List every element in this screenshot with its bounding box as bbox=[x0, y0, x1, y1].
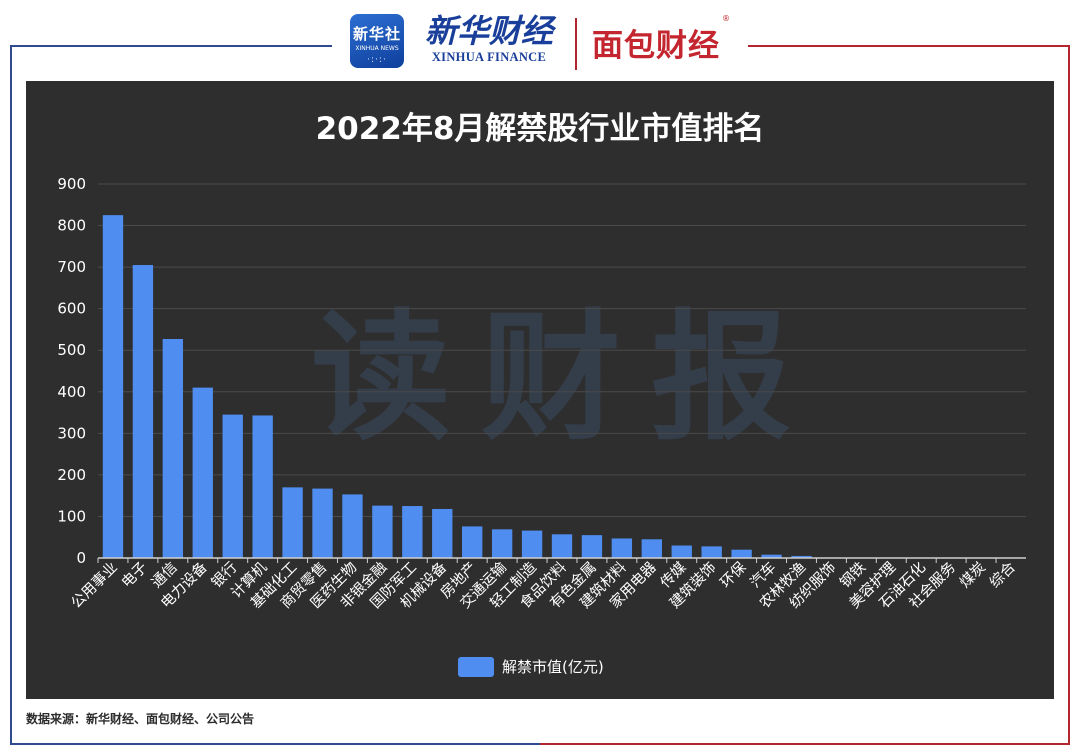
x-tick-label: 综合 bbox=[986, 558, 1019, 591]
frame-left-border bbox=[10, 45, 12, 745]
y-tick-label: 0 bbox=[76, 549, 86, 567]
bar bbox=[701, 546, 722, 558]
bars bbox=[102, 215, 812, 558]
y-tick-label: 800 bbox=[57, 217, 86, 235]
bar bbox=[491, 529, 513, 558]
bar bbox=[132, 265, 154, 558]
bar bbox=[312, 488, 333, 558]
bar bbox=[342, 494, 363, 558]
mianbao-finance-logo: 面包财经 bbox=[592, 28, 720, 64]
y-tick-label: 300 bbox=[57, 424, 86, 442]
xinhuashe-logo-cn: 新华社 bbox=[352, 25, 401, 43]
brand-divider bbox=[575, 18, 577, 70]
bar bbox=[402, 506, 423, 558]
frame-bottom-border-right bbox=[540, 743, 1070, 745]
xinhua-finance-logo: 新华财经 XINHUA FINANCE bbox=[418, 12, 560, 65]
xinhua-finance-cn: 新华财经 bbox=[424, 12, 553, 50]
y-tick-label: 100 bbox=[57, 507, 86, 525]
source-note: 数据来源：新华财经、面包财经、公司公告 bbox=[26, 712, 255, 726]
bar bbox=[521, 530, 543, 558]
bar bbox=[671, 545, 692, 558]
y-tick-label: 700 bbox=[57, 258, 86, 276]
watermark: 读财报 bbox=[311, 296, 821, 460]
network-dots-icon: ·:·:· bbox=[367, 55, 387, 65]
x-tick-label: 煤炭 bbox=[956, 559, 989, 592]
y-tick-label: 500 bbox=[57, 341, 86, 359]
bar bbox=[761, 554, 782, 558]
bar bbox=[462, 526, 483, 558]
bar bbox=[252, 415, 273, 558]
bar bbox=[222, 414, 243, 558]
xinhuashe-logo: 新华社 XINHUA NEWS ·:·:· bbox=[350, 14, 404, 68]
registered-mark: ® bbox=[722, 14, 730, 23]
bar-chart: 读财报 0100200300400500600700800900公用事业电子通信… bbox=[57, 111, 1026, 677]
frame-bottom-border-left bbox=[10, 743, 540, 745]
bar bbox=[551, 534, 573, 558]
y-tick-label: 600 bbox=[57, 300, 86, 318]
bar bbox=[192, 387, 213, 558]
bar bbox=[611, 538, 633, 558]
bar bbox=[432, 508, 453, 558]
header-right-rule bbox=[748, 45, 1070, 47]
bar bbox=[581, 535, 603, 558]
xinhua-finance-en: XINHUA FINANCE bbox=[431, 50, 547, 64]
bar bbox=[731, 549, 752, 558]
bar bbox=[372, 505, 393, 558]
bar bbox=[791, 555, 812, 558]
header-left-rule bbox=[10, 45, 332, 47]
y-tick-label: 200 bbox=[57, 466, 86, 484]
frame-right-border bbox=[1068, 45, 1070, 745]
legend: 解禁市值(亿元) bbox=[458, 657, 604, 677]
chart-title: 2022年8月解禁股行业市值排名 bbox=[316, 111, 765, 147]
bar bbox=[162, 339, 184, 558]
bar bbox=[282, 487, 303, 558]
watermark-text: 读财报 bbox=[311, 296, 821, 460]
x-tick-label: 电子 bbox=[118, 559, 151, 592]
xinhuashe-logo-en: XINHUA NEWS bbox=[355, 45, 399, 52]
x-tick-label: 环保 bbox=[717, 558, 750, 591]
legend-label: 解禁市值(亿元) bbox=[502, 658, 604, 676]
bar bbox=[641, 539, 662, 558]
bar bbox=[102, 215, 124, 558]
y-tick-label: 900 bbox=[57, 175, 86, 193]
y-tick-label: 400 bbox=[57, 383, 86, 401]
legend-swatch bbox=[458, 657, 494, 677]
